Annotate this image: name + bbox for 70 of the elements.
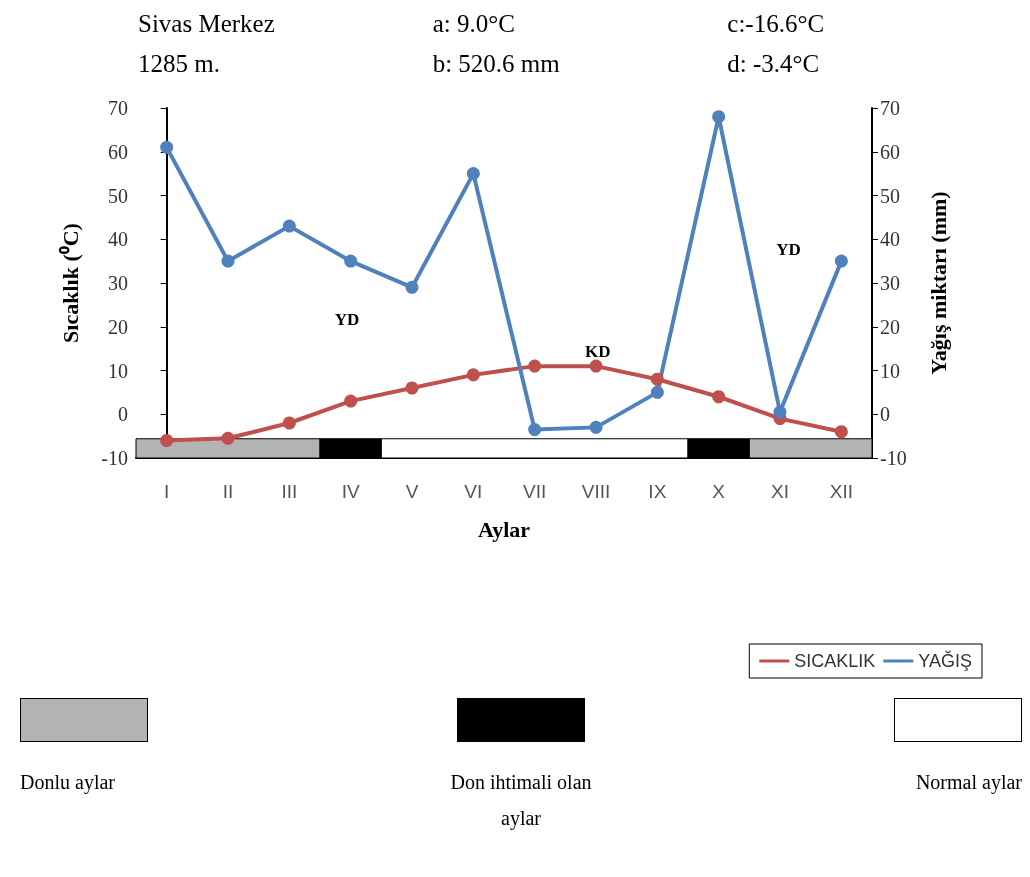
annotation: YD bbox=[776, 240, 801, 259]
point bbox=[712, 110, 726, 124]
text: b: 520.6 mm bbox=[432, 49, 561, 79]
text: c:-16.6°C bbox=[727, 9, 826, 39]
y2-tick-label: 10 bbox=[880, 359, 900, 382]
x-axis-title: Aylar bbox=[477, 516, 531, 542]
point bbox=[344, 394, 358, 408]
point bbox=[282, 219, 296, 233]
text: Don ihtimali olan aylar bbox=[449, 770, 593, 832]
point bbox=[834, 254, 848, 268]
text: Sivas Merkez bbox=[138, 9, 276, 39]
point bbox=[221, 431, 235, 445]
point bbox=[650, 385, 664, 399]
annotation: KD bbox=[584, 341, 611, 361]
text: 1285 m. bbox=[138, 49, 221, 79]
y-tick-label: 30 bbox=[108, 272, 128, 294]
point bbox=[834, 425, 848, 439]
x-tick-label: III bbox=[281, 481, 298, 502]
x-tick-label: VI bbox=[464, 481, 483, 502]
point bbox=[528, 423, 542, 437]
y2-tick-label: -10 bbox=[880, 447, 907, 469]
text: Donlu aylar bbox=[20, 770, 116, 796]
point bbox=[589, 359, 603, 373]
x-tick-label: X bbox=[712, 481, 726, 502]
point bbox=[160, 434, 174, 447]
y-axis-title: Sıcaklık (⁰C) bbox=[57, 223, 83, 343]
point bbox=[466, 167, 480, 181]
y2-tick-label: 0 bbox=[880, 403, 890, 426]
y2-tick-label: 30 bbox=[880, 272, 900, 294]
point bbox=[712, 390, 726, 404]
x-tick-label: II bbox=[222, 481, 234, 502]
point bbox=[405, 280, 419, 294]
y2-tick-label: 70 bbox=[880, 97, 900, 119]
legend-label: YAĞIŞ bbox=[918, 650, 972, 671]
y-tick-label: 70 bbox=[108, 97, 128, 119]
y-tick-label: 10 bbox=[108, 359, 128, 382]
point bbox=[282, 416, 296, 430]
point bbox=[405, 381, 419, 395]
point bbox=[773, 405, 787, 419]
text: Normal aylar bbox=[914, 770, 1022, 796]
y2-tick-label: 40 bbox=[880, 228, 900, 251]
y2-axis-title: Yağış miktarı (mm) bbox=[925, 191, 951, 375]
legend-label: SICAKLIK bbox=[794, 651, 876, 671]
point bbox=[650, 372, 664, 386]
annotation: YD bbox=[334, 310, 360, 329]
point bbox=[466, 368, 480, 382]
point bbox=[528, 359, 542, 373]
x-tick-label: VIII bbox=[581, 481, 611, 502]
x-tick-label: XII bbox=[829, 481, 853, 502]
text: a: 9.0°C bbox=[432, 9, 516, 39]
x-tick-label: V bbox=[405, 481, 419, 502]
y-tick-label: 40 bbox=[108, 228, 128, 251]
y-tick-label: -10 bbox=[101, 447, 128, 469]
text: d: -3.4°C bbox=[727, 49, 821, 79]
y2-tick-label: 50 bbox=[880, 184, 900, 207]
y-tick-label: 0 bbox=[118, 403, 128, 426]
y2-tick-label: 20 bbox=[880, 315, 900, 338]
y-tick-label: 50 bbox=[108, 184, 128, 207]
x-tick-label: VII bbox=[523, 481, 547, 502]
x-tick-label: XI bbox=[771, 481, 789, 502]
point bbox=[160, 140, 174, 154]
point bbox=[589, 420, 603, 434]
point bbox=[221, 254, 235, 268]
x-tick-label: IV bbox=[341, 481, 360, 502]
y-tick-label: 20 bbox=[108, 315, 128, 338]
x-tick-label: I bbox=[164, 481, 170, 502]
y2-tick-label: 60 bbox=[880, 140, 900, 163]
y-tick-label: 60 bbox=[108, 140, 128, 163]
point bbox=[344, 254, 358, 268]
x-tick-label: IX bbox=[648, 481, 667, 502]
